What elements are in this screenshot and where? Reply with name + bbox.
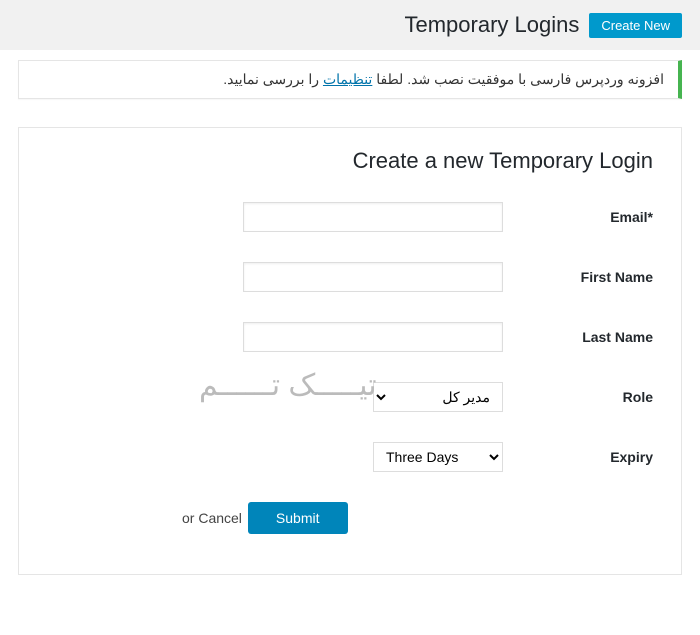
page-header: Temporary Logins Create New <box>0 0 700 50</box>
last-name-field[interactable] <box>243 322 503 352</box>
form-actions: or Cancel Submit <box>182 502 653 534</box>
role-row: مدیر کل Role <box>47 382 653 412</box>
email-field[interactable] <box>243 202 503 232</box>
create-login-form: Create a new Temporary Login Email* Firs… <box>18 127 682 575</box>
role-select[interactable]: مدیر کل <box>373 382 503 412</box>
role-label: Role <box>533 389 653 405</box>
expiry-row: Three Days Expiry <box>47 442 653 472</box>
notice-text-before: افزونه وردپرس فارسی با موفقیت نصب شد. لط… <box>372 71 664 87</box>
expiry-select[interactable]: Three Days <box>373 442 503 472</box>
first-name-field[interactable] <box>243 262 503 292</box>
email-row: Email* <box>47 202 653 232</box>
form-title: Create a new Temporary Login <box>47 148 653 174</box>
first-name-row: First Name <box>47 262 653 292</box>
first-name-label: First Name <box>533 269 653 285</box>
create-new-button[interactable]: Create New <box>589 13 682 38</box>
success-notice: افزونه وردپرس فارسی با موفقیت نصب شد. لط… <box>18 60 682 99</box>
email-label: Email* <box>533 209 653 225</box>
expiry-label: Expiry <box>533 449 653 465</box>
page-title: Temporary Logins <box>404 12 579 38</box>
last-name-row: Last Name <box>47 322 653 352</box>
submit-button[interactable]: Submit <box>248 502 348 534</box>
notice-settings-link[interactable]: تنظیمات <box>323 71 372 87</box>
cancel-link[interactable]: or Cancel <box>182 510 242 526</box>
last-name-label: Last Name <box>533 329 653 345</box>
notice-text-after: را بررسی نمایید. <box>223 71 323 87</box>
